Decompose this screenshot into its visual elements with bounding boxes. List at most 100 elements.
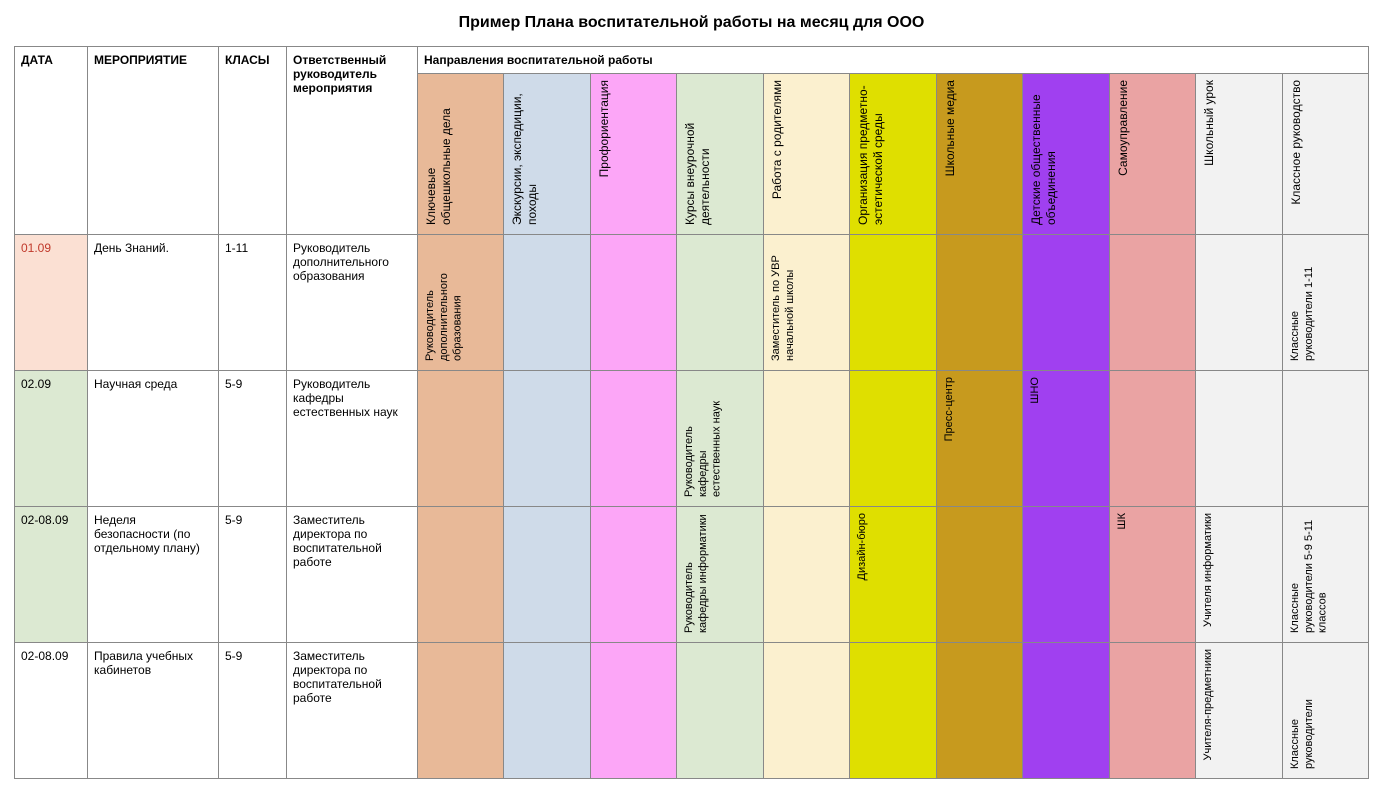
direction-cell: Классные руководители 5-9 5-11 классов bbox=[1282, 507, 1368, 643]
direction-cell-text: ШНО bbox=[1029, 377, 1043, 404]
direction-header: Школьный урок bbox=[1196, 74, 1282, 235]
direction-label: Классное руководство bbox=[1289, 80, 1304, 205]
direction-cell-text: Классные руководители 1-11 bbox=[1289, 241, 1317, 361]
direction-cell bbox=[936, 507, 1022, 643]
cell-event: День Знаний. bbox=[88, 235, 219, 371]
cell-responsible: Заместитель директора по воспитательной … bbox=[287, 643, 418, 779]
cell-event: Научная среда bbox=[88, 371, 219, 507]
direction-cell bbox=[1023, 643, 1109, 779]
cell-classes: 5-9 bbox=[219, 507, 287, 643]
direction-header: Школьные медиа bbox=[936, 74, 1022, 235]
cell-date: 02.09 bbox=[15, 371, 88, 507]
cell-date: 02-08.09 bbox=[15, 507, 88, 643]
direction-cell bbox=[1109, 371, 1195, 507]
page-title: Пример Плана воспитательной работы на ме… bbox=[14, 14, 1369, 32]
direction-cell bbox=[1196, 371, 1282, 507]
col-date-header: ДАТА bbox=[15, 47, 88, 235]
direction-cell: Учителя информатики bbox=[1196, 507, 1282, 643]
direction-label: Организация предметно-эстетической среды bbox=[856, 80, 886, 225]
plan-table: ДАТА МЕРОПРИЯТИЕ КЛАСЫ Ответственный рук… bbox=[14, 46, 1369, 779]
direction-cell bbox=[504, 643, 590, 779]
direction-cell bbox=[1023, 235, 1109, 371]
cell-date: 01.09 bbox=[15, 235, 88, 371]
direction-cell: Классные руководители 1-11 bbox=[1282, 235, 1368, 371]
cell-responsible: Руководитель дополнительного образования bbox=[287, 235, 418, 371]
direction-cell bbox=[590, 371, 676, 507]
direction-cell bbox=[1282, 371, 1368, 507]
direction-header: Экскурсии, экспедиции, походы bbox=[504, 74, 590, 235]
direction-cell bbox=[850, 643, 936, 779]
direction-cell: Руководитель кафедры информатики bbox=[677, 507, 763, 643]
direction-cell: Руководитель кафедры естественных наук bbox=[677, 371, 763, 507]
direction-cell: Заместитель по УВР начальной школы bbox=[763, 235, 849, 371]
directions-group-header: Направления воспитательной работы bbox=[418, 47, 1369, 74]
col-class-header: КЛАСЫ bbox=[219, 47, 287, 235]
direction-cell bbox=[850, 371, 936, 507]
direction-cell-text: Классные руководители bbox=[1289, 649, 1317, 769]
direction-label: Школьный урок bbox=[1202, 80, 1217, 166]
direction-cell-text: Дизайн-бюро bbox=[856, 513, 870, 580]
table-row: 01.09День Знаний.1-11Руководитель дополн… bbox=[15, 235, 1369, 371]
direction-header: Классное руководство bbox=[1282, 74, 1368, 235]
direction-cell bbox=[418, 507, 504, 643]
direction-cell bbox=[590, 643, 676, 779]
cell-responsible: Руководитель кафедры естественных наук bbox=[287, 371, 418, 507]
direction-cell bbox=[1109, 235, 1195, 371]
direction-cell bbox=[504, 371, 590, 507]
col-event-header: МЕРОПРИЯТИЕ bbox=[88, 47, 219, 235]
direction-cell bbox=[850, 235, 936, 371]
direction-cell: Классные руководители bbox=[1282, 643, 1368, 779]
cell-classes: 5-9 bbox=[219, 371, 287, 507]
direction-header: Работа с родителями bbox=[763, 74, 849, 235]
direction-cell bbox=[1196, 235, 1282, 371]
cell-event: Правила учебных кабинетов bbox=[88, 643, 219, 779]
direction-label: Профориентация bbox=[597, 80, 612, 177]
direction-header: Самоуправление bbox=[1109, 74, 1195, 235]
direction-cell bbox=[677, 235, 763, 371]
direction-cell bbox=[1109, 643, 1195, 779]
direction-cell bbox=[418, 643, 504, 779]
direction-label: Школьные медиа bbox=[943, 80, 958, 176]
direction-cell bbox=[936, 643, 1022, 779]
direction-cell bbox=[418, 371, 504, 507]
direction-cell-text: Руководитель кафедры естественных наук bbox=[683, 377, 724, 497]
direction-label: Детские общественные объединения bbox=[1029, 80, 1059, 225]
direction-label: Экскурсии, экспедиции, походы bbox=[510, 80, 540, 225]
direction-header: Ключевые общешкольные дела bbox=[418, 74, 504, 235]
direction-cell: ШК bbox=[1109, 507, 1195, 643]
direction-cell bbox=[590, 235, 676, 371]
direction-cell-text: Учителя-предметники bbox=[1202, 649, 1216, 760]
direction-cell-text: Заместитель по УВР начальной школы bbox=[770, 241, 798, 361]
table-head: ДАТА МЕРОПРИЯТИЕ КЛАСЫ Ответственный рук… bbox=[15, 47, 1369, 235]
direction-cell-text: Руководитель кафедры информатики bbox=[683, 513, 711, 633]
table-body: 01.09День Знаний.1-11Руководитель дополн… bbox=[15, 235, 1369, 779]
direction-header: Детские общественные объединения bbox=[1023, 74, 1109, 235]
direction-label: Ключевые общешкольные дела bbox=[424, 80, 454, 225]
direction-cell: Пресс-центр bbox=[936, 371, 1022, 507]
direction-header: Профориентация bbox=[590, 74, 676, 235]
direction-cell bbox=[590, 507, 676, 643]
direction-cell bbox=[936, 235, 1022, 371]
direction-cell bbox=[504, 235, 590, 371]
table-row: 02-08.09Неделя безопасности (по отдельно… bbox=[15, 507, 1369, 643]
cell-event: Неделя безопасности (по отдельному плану… bbox=[88, 507, 219, 643]
direction-cell bbox=[763, 643, 849, 779]
cell-classes: 1-11 bbox=[219, 235, 287, 371]
direction-header: Курсы внеурочной деятельности bbox=[677, 74, 763, 235]
direction-header: Организация предметно-эстетической среды bbox=[850, 74, 936, 235]
direction-cell bbox=[504, 507, 590, 643]
direction-cell bbox=[677, 643, 763, 779]
cell-responsible: Заместитель директора по воспитательной … bbox=[287, 507, 418, 643]
direction-cell: Дизайн-бюро bbox=[850, 507, 936, 643]
direction-cell bbox=[763, 507, 849, 643]
direction-cell-text: Учителя информатики bbox=[1202, 513, 1216, 627]
direction-label: Работа с родителями bbox=[770, 80, 785, 199]
cell-date: 02-08.09 bbox=[15, 643, 88, 779]
direction-label: Самоуправление bbox=[1116, 80, 1131, 176]
direction-label: Курсы внеурочной деятельности bbox=[683, 80, 713, 225]
direction-cell: ШНО bbox=[1023, 371, 1109, 507]
direction-cell bbox=[1023, 507, 1109, 643]
col-responsible-header: Ответственный руководитель мероприятия bbox=[287, 47, 418, 235]
direction-cell: Руководитель дополнительного образования bbox=[418, 235, 504, 371]
direction-cell-text: Пресс-центр bbox=[943, 377, 957, 441]
